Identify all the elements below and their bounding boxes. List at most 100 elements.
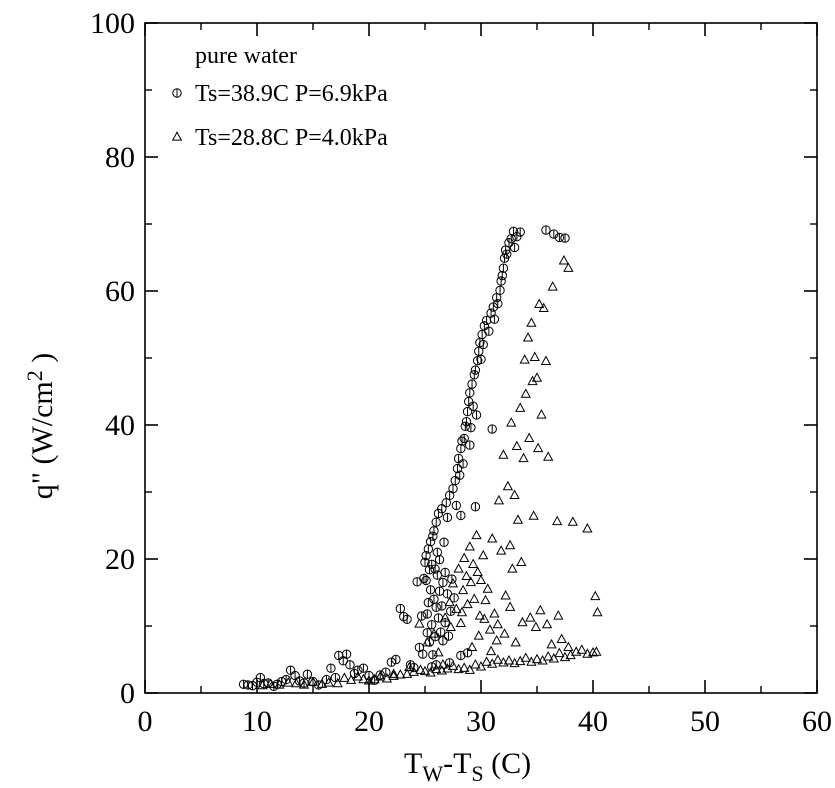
data-point-triangle bbox=[515, 402, 526, 412]
data-point-circle bbox=[489, 314, 500, 324]
data-point-circle bbox=[484, 326, 494, 336]
data-point-triangle bbox=[536, 409, 547, 419]
data-point-circle bbox=[421, 575, 431, 586]
data-point-circle bbox=[424, 565, 435, 575]
data-point-triangle bbox=[556, 633, 567, 644]
x-axis-label: TW-TS (C) bbox=[404, 747, 531, 786]
data-point-triangle bbox=[401, 668, 413, 678]
data-point-triangle bbox=[298, 679, 310, 689]
data-point-triangle bbox=[492, 618, 503, 629]
data-point-triangle bbox=[472, 566, 483, 577]
data-point-circle bbox=[450, 475, 460, 486]
data-point-triangle bbox=[527, 375, 538, 386]
data-point-circle bbox=[428, 650, 438, 660]
data-point-circle bbox=[470, 365, 481, 375]
data-point-triangle bbox=[504, 539, 516, 550]
data-point-triangle bbox=[388, 670, 399, 680]
data-point-triangle bbox=[471, 529, 482, 540]
data-point-circle bbox=[541, 225, 551, 235]
data-point-circle bbox=[432, 570, 443, 580]
data-point-triangle bbox=[481, 656, 492, 666]
svg-text:TW-TS (C): TW-TS (C) bbox=[404, 747, 531, 783]
data-point-circle bbox=[506, 234, 516, 244]
data-point-triangle bbox=[447, 660, 459, 670]
data-point-triangle bbox=[459, 552, 470, 562]
data-point-circle bbox=[509, 242, 520, 253]
data-point-circle bbox=[554, 232, 565, 243]
data-point-triangle bbox=[414, 618, 425, 628]
data-point-triangle bbox=[316, 678, 328, 688]
y-tick-label: 80 bbox=[105, 141, 135, 174]
data-point-circle bbox=[440, 617, 450, 628]
data-point-circle bbox=[459, 433, 469, 444]
data-point-triangle bbox=[520, 652, 531, 662]
data-point-circle bbox=[446, 606, 456, 616]
data-point-circle bbox=[453, 453, 464, 464]
data-point-circle bbox=[425, 536, 436, 547]
data-point-circle bbox=[391, 654, 401, 665]
data-point-circle bbox=[495, 285, 505, 296]
data-point-circle bbox=[478, 339, 488, 350]
data-point-triangle bbox=[551, 515, 563, 526]
data-point-circle bbox=[434, 554, 445, 565]
data-point-circle bbox=[487, 424, 497, 434]
svg-text:q" (W/cm2 ): q" (W/cm2 ) bbox=[22, 353, 59, 500]
data-point-circle bbox=[345, 660, 355, 670]
data-point-triangle bbox=[485, 645, 497, 656]
x-tick-label: 10 bbox=[242, 705, 272, 738]
data-point-triangle bbox=[582, 523, 593, 533]
data-point-triangle bbox=[339, 672, 350, 682]
data-point-circle bbox=[468, 401, 478, 411]
data-point-triangle bbox=[375, 671, 386, 681]
data-point-triangle bbox=[543, 451, 554, 461]
data-point-circle bbox=[456, 510, 466, 521]
data-point-triangle bbox=[445, 621, 456, 631]
data-point-triangle bbox=[498, 449, 509, 459]
x-label-sub2: S bbox=[471, 761, 483, 783]
data-point-triangle bbox=[491, 634, 502, 645]
data-point-triangle bbox=[519, 354, 530, 364]
data-point-circle bbox=[434, 586, 445, 596]
data-point-triangle bbox=[419, 665, 431, 676]
x-tick-label: 40 bbox=[578, 705, 608, 738]
y-label-main: q" (W/cm bbox=[26, 381, 59, 499]
data-point-circle bbox=[423, 597, 434, 608]
data-point-triangle bbox=[567, 516, 579, 526]
data-point-triangle bbox=[563, 641, 574, 652]
data-point-triangle bbox=[422, 636, 433, 647]
data-point-circle bbox=[470, 502, 481, 512]
data-point-circle bbox=[435, 627, 446, 637]
data-point-circle bbox=[341, 649, 352, 659]
data-point-circle bbox=[479, 321, 490, 331]
y-tick-label: 0 bbox=[120, 677, 135, 710]
data-point-circle bbox=[460, 421, 471, 432]
data-point-circle bbox=[330, 672, 341, 683]
data-point-triangle bbox=[291, 677, 302, 688]
data-point-triangle bbox=[408, 666, 419, 676]
data-point-triangle bbox=[283, 677, 294, 687]
data-point-triangle bbox=[465, 576, 477, 587]
data-point-circle bbox=[448, 483, 458, 494]
data-point-triangle bbox=[323, 677, 334, 687]
data-point-triangle bbox=[592, 606, 603, 617]
data-point-triangle bbox=[554, 647, 565, 658]
data-point-triangle bbox=[484, 624, 496, 634]
data-point-circle bbox=[358, 663, 369, 673]
data-point-circle bbox=[515, 227, 525, 237]
data-point-triangle bbox=[466, 641, 478, 652]
data-point-triangle bbox=[531, 653, 543, 664]
data-point-circle bbox=[502, 249, 512, 259]
data-point-triangle bbox=[456, 606, 468, 617]
data-point-circle bbox=[461, 416, 472, 427]
data-point-triangle bbox=[509, 489, 520, 499]
data-point-triangle bbox=[517, 616, 528, 627]
data-point-triangle bbox=[464, 664, 475, 674]
data-point-circle bbox=[457, 436, 467, 446]
data-point-triangle bbox=[590, 590, 601, 601]
data-point-triangle bbox=[526, 317, 537, 327]
data-point-triangle bbox=[525, 612, 536, 622]
data-point-triangle bbox=[540, 355, 552, 365]
data-point-triangle bbox=[464, 541, 475, 551]
data-point-triangle bbox=[495, 545, 507, 555]
